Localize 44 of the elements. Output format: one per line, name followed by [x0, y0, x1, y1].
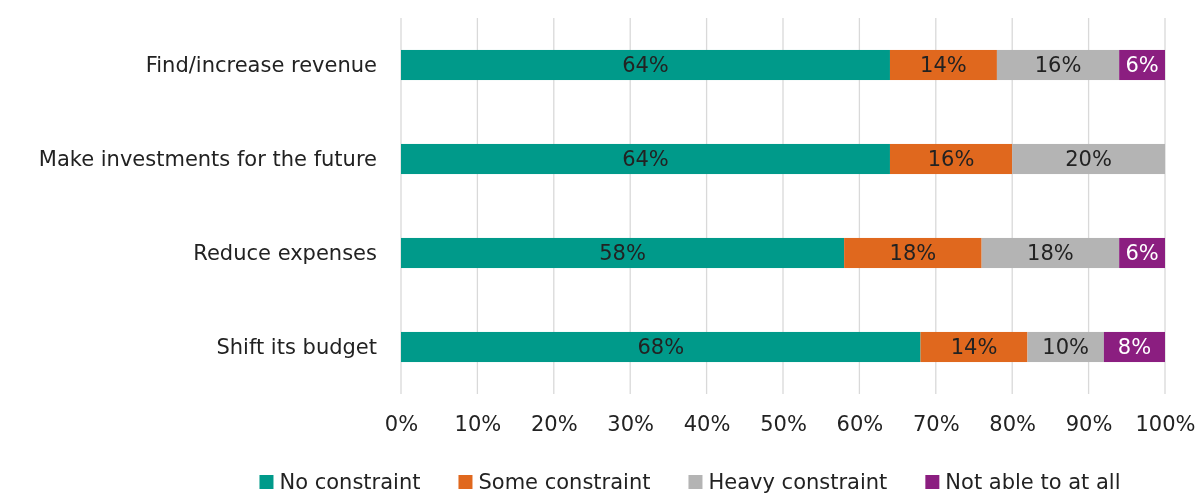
legend-label: Not able to at all	[945, 470, 1121, 494]
x-tick-label: 60%	[836, 411, 884, 436]
x-tick-label: 20%	[530, 411, 578, 436]
data-label: 6%	[1125, 53, 1159, 78]
data-label: 20%	[1065, 147, 1112, 172]
x-tick-label: 10%	[454, 411, 502, 436]
bar	[401, 49, 890, 81]
y-tick-label: Reduce expenses	[193, 240, 377, 265]
data-label: 10%	[1042, 335, 1090, 360]
data-label: 8%	[1117, 335, 1152, 360]
x-tick-label: 50%	[760, 411, 807, 436]
legend-label: Some constraint	[478, 470, 651, 494]
data-label: 16%	[927, 147, 975, 172]
legend-label: Heavy constraint	[708, 470, 888, 494]
x-tick-label: 100%	[1135, 411, 1196, 436]
bar	[844, 237, 982, 269]
x-tick-label: 70%	[912, 411, 960, 436]
bar	[401, 331, 921, 363]
bar	[1012, 143, 1165, 175]
data-label: 6%	[1125, 241, 1159, 266]
bar	[401, 237, 845, 269]
data-label: 14%	[950, 335, 998, 360]
bar	[889, 143, 1013, 175]
data-label: 58%	[599, 241, 646, 266]
data-label: 64%	[622, 53, 669, 78]
data-label: 16%	[1034, 53, 1082, 78]
data-label: 18%	[889, 241, 937, 266]
bar	[401, 143, 890, 175]
x-tick-label: 90%	[1065, 411, 1113, 436]
y-tick-label: Find/increase revenue	[145, 52, 377, 77]
data-label: 68%	[637, 335, 685, 360]
y-tick-label: Make investments for the future	[38, 146, 377, 171]
y-tick-label: Shift its budget	[216, 334, 377, 359]
data-label: 64%	[622, 147, 669, 172]
x-tick-label: 0%	[384, 411, 419, 436]
data-label: 18%	[1027, 241, 1074, 266]
x-tick-label: 80%	[989, 411, 1037, 436]
bar	[996, 49, 1120, 81]
bar	[889, 49, 997, 81]
bar	[981, 237, 1120, 269]
legend-label: No constraint	[279, 470, 421, 494]
data-label: 14%	[920, 53, 967, 78]
x-tick-label: 40%	[683, 411, 731, 436]
x-tick-label: 30%	[607, 411, 655, 436]
